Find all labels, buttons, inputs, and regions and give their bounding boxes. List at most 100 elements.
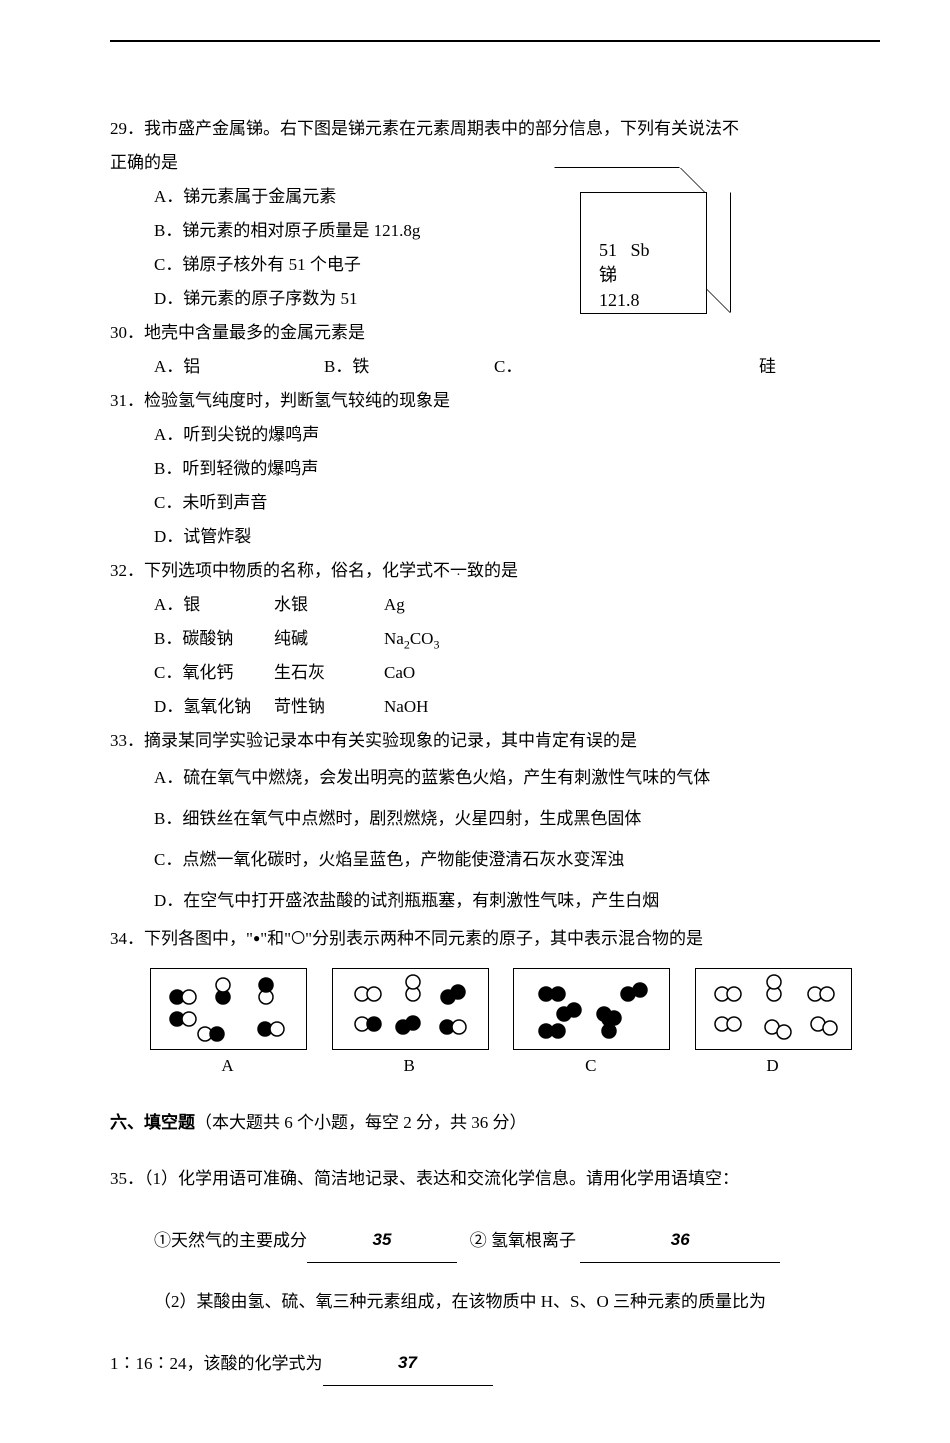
q29-opt-c: C．锑原子核外有 51 个电子 (110, 248, 880, 282)
q32-a-formula: Ag (384, 588, 484, 622)
q33-c: C．点燃一氧化碳时，火焰呈蓝色，产物能使澄清石灰水变浑浊 (110, 840, 880, 881)
q29-opt-b: B．锑元素的相对原子质量是 121.8g (110, 214, 880, 248)
q32-d-label: D． (154, 697, 183, 716)
q31-c: C．未听到声音 (110, 486, 880, 520)
q30-a: A．铝 (154, 350, 324, 384)
sb-sym: Sb (631, 240, 650, 260)
q35-l2a: ①天然气的主要成分 (154, 1231, 307, 1250)
q29-text: 29．我市盛产金属锑。右下图是锑元素在元素周期表中的部分信息，下列有关说法不 (110, 112, 880, 146)
page-content: 29．我市盛产金属锑。右下图是锑元素在元素周期表中的部分信息，下列有关说法不 正… (0, 0, 950, 1443)
q29-opt-d: D．锑元素的原子序数为 51 (110, 282, 880, 316)
q29-num: 29． (110, 119, 144, 138)
q32-a-label: A． (154, 595, 183, 614)
q35-l2b: ② 氢氧根离子 (470, 1231, 581, 1250)
q32-body2: 的是 (484, 561, 518, 580)
q32-num: 32． (110, 561, 144, 580)
sb-num: 51 (599, 240, 617, 260)
q32-body1: 下列选项中物质的名称，俗名，化学式 (144, 561, 433, 580)
q33-b: B．细铁丝在氧气中点燃时，剧烈燃烧，火星四射，生成黑色固体 (110, 799, 880, 840)
q29-ud-2: 正 (110, 153, 127, 172)
q32-d-formula: NaOH (384, 690, 484, 724)
q34-t2: "和" (260, 929, 291, 948)
diagram-d: D (695, 968, 850, 1076)
q32-b-name: 碳酸钠 (182, 629, 233, 648)
blank-36[interactable]: 36 (580, 1218, 780, 1263)
blank-35[interactable]: 35 (307, 1218, 457, 1263)
q32-c: C．氧化钙 生石灰 CaO (110, 656, 880, 690)
q35-line3: （2）某酸由氢、硫、氧三种元素组成，在该物质中 H、S、O 三种元素的质量比为 (110, 1280, 880, 1324)
diagram-c: C (513, 968, 668, 1076)
label-b: B (332, 1056, 487, 1076)
q33-body: 摘录某同学实验记录本中有关实验现象的记录，其中肯定有误的是 (144, 731, 637, 750)
blank-37-value: 37 (398, 1353, 417, 1372)
q30-body: 地壳中含量最多的金属元素是 (144, 323, 365, 342)
sb-mass: 121.8 (599, 290, 640, 310)
q32-b-common: 纯碱 (274, 622, 384, 656)
q34-num: 34． (110, 929, 144, 948)
q29-ud-1: 不 (722, 119, 739, 138)
q32-d: D．氢氧化钠 苛性钠 NaOH (110, 690, 880, 724)
blank-36-value: 36 (671, 1230, 690, 1249)
section-6-note: （本大题共 6 个小题，每空 2 分，共 36 分） (195, 1113, 527, 1132)
q35-l3: （2）某酸由氢、硫、氧三种元素组成，在该物质中 H、S、O 三种元素的质量比为 (154, 1292, 766, 1311)
q31-a: A．听到尖锐的爆鸣声 (110, 418, 880, 452)
q30-c: C． (494, 350, 759, 384)
label-c: C (513, 1056, 668, 1076)
q33-a: A．硫在氧气中燃烧，会发出明亮的蓝紫色火焰，产生有刺激性气味的气体 (110, 758, 880, 799)
q29-opt-a: A．锑元素属于金属元素 (110, 180, 880, 214)
q31-body: 检验氢气纯度时，判断氢气较纯的现象是 (144, 391, 450, 410)
q35-l4a: 1∶16∶24，该酸的化学式为 (110, 1354, 323, 1373)
q31-d: D．试管炸裂 (110, 520, 880, 554)
q34-text: 34．下列各图中，"●"和"〇"分别表示两种不同元素的原子，其中表示混合物的是 (110, 922, 880, 956)
label-a: A (150, 1056, 305, 1076)
diagram-a: A (150, 968, 305, 1076)
q34-t1: 下列各图中，" (144, 929, 253, 948)
section-6-name: 六、填空题 (110, 1113, 195, 1132)
q29-body: 我市盛产金属锑。右下图是锑元素在元素周期表中的部分信息，下列有关说法 (144, 119, 722, 138)
label-d: D (695, 1056, 850, 1076)
q32-d-common: 苛性钠 (274, 690, 384, 724)
q31-b: B．听到轻微的爆鸣声 (110, 452, 880, 486)
q35-line4: 1∶16∶24，该酸的化学式为 37 (110, 1341, 880, 1386)
q32-a-name: 银 (183, 595, 200, 614)
blank-35-value: 35 (373, 1230, 392, 1249)
q35-num: 35． (110, 1169, 144, 1188)
q32-text: 32．下列选项中物质的名称，俗名，化学式不一致的是 (110, 554, 880, 588)
q32-c-label: C． (154, 663, 182, 682)
q31-text: 31．检验氢气纯度时，判断氢气较纯的现象是 (110, 384, 880, 418)
q29-tail: 的是 (144, 153, 178, 172)
q35-line2: ①天然气的主要成分 35 ② 氢氧根离子 36 (110, 1218, 880, 1263)
q30-num: 30． (110, 323, 144, 342)
q32-ud1: 不 (433, 561, 450, 580)
q30-b: B．铁 (324, 350, 494, 384)
diagram-b: B (332, 968, 487, 1076)
q32-c-formula: CaO (384, 656, 484, 690)
q29-text-2: 正确的是 (110, 146, 880, 180)
sb-element-box: 51 Sb 锑 121.8 (580, 167, 730, 312)
q33-text: 33．摘录某同学实验记录本中有关实验现象的记录，其中肯定有误的是 (110, 724, 880, 758)
q35-p1-text: （1）化学用语可准确、简洁地记录、表达和交流化学信息。请用化学用语填空： (144, 1169, 739, 1188)
q33-num: 33． (110, 731, 144, 750)
q34-t3: "分别表示两种不同元素的原子，其中表示混合物的是 (305, 929, 703, 948)
q29-ud-3: 确 (127, 153, 144, 172)
hollow-atom-icon: 〇 (291, 932, 305, 947)
q32-c-name: 氧化钙 (182, 663, 233, 682)
sb-name: 锑 (599, 265, 617, 285)
q32-ud2: 一 (450, 561, 467, 580)
q32-b-label: B． (154, 629, 182, 648)
q32-d-name: 氢氧化钠 (183, 697, 251, 716)
rule-line (110, 40, 880, 42)
q31-num: 31． (110, 391, 144, 410)
q32-ud3: 致 (467, 561, 484, 580)
q34-diagrams: A B C D (150, 968, 850, 1076)
q35-part1: 35．（1）化学用语可准确、简洁地记录、表达和交流化学信息。请用化学用语填空： (110, 1157, 880, 1201)
q32-a: A．银 水银 Ag (110, 588, 880, 622)
q32-b-formula: Na2CO3 (384, 622, 484, 656)
q30-d: 硅 (759, 350, 880, 384)
q33-d: D．在空气中打开盛浓盐酸的试剂瓶瓶塞，有刺激性气味，产生白烟 (110, 881, 880, 922)
q30-text: 30．地壳中含量最多的金属元素是 (110, 316, 880, 350)
q32-b: B．碳酸钠 纯碱 Na2CO3 (110, 622, 880, 656)
q32-a-common: 水银 (274, 588, 384, 622)
blank-37[interactable]: 37 (323, 1341, 493, 1386)
section-6-title: 六、填空题（本大题共 6 个小题，每空 2 分，共 36 分） (110, 1106, 880, 1140)
